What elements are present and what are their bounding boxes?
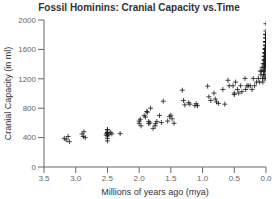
svg-text:400: 400 [23, 133, 37, 142]
svg-text:1200: 1200 [18, 75, 36, 84]
svg-text:Millions of years ago (mya): Millions of years ago (mya) [101, 187, 209, 197]
svg-text:3.0: 3.0 [70, 174, 82, 183]
svg-text:1.0: 1.0 [197, 174, 209, 183]
svg-text:0.5: 0.5 [229, 174, 241, 183]
html-text:Fossil Hominins: Cranial Capac: Fossil Hominins: Cranial Capacity vs.Tim… [38, 2, 240, 13]
svg-text:2.0: 2.0 [134, 174, 146, 183]
svg-text:2.5: 2.5 [102, 174, 114, 183]
svg-text:1600: 1600 [18, 45, 36, 54]
svg-text:0: 0 [32, 163, 37, 172]
svg-text:3.5: 3.5 [38, 174, 50, 183]
svg-text:Cranial Capacity (in ml): Cranial Capacity (in ml) [8, 47, 13, 141]
svg-text:0.0: 0.0 [260, 174, 270, 183]
svg-text:2000: 2000 [18, 16, 36, 25]
svg-text:1.5: 1.5 [165, 174, 177, 183]
svg-text:800: 800 [23, 104, 37, 113]
